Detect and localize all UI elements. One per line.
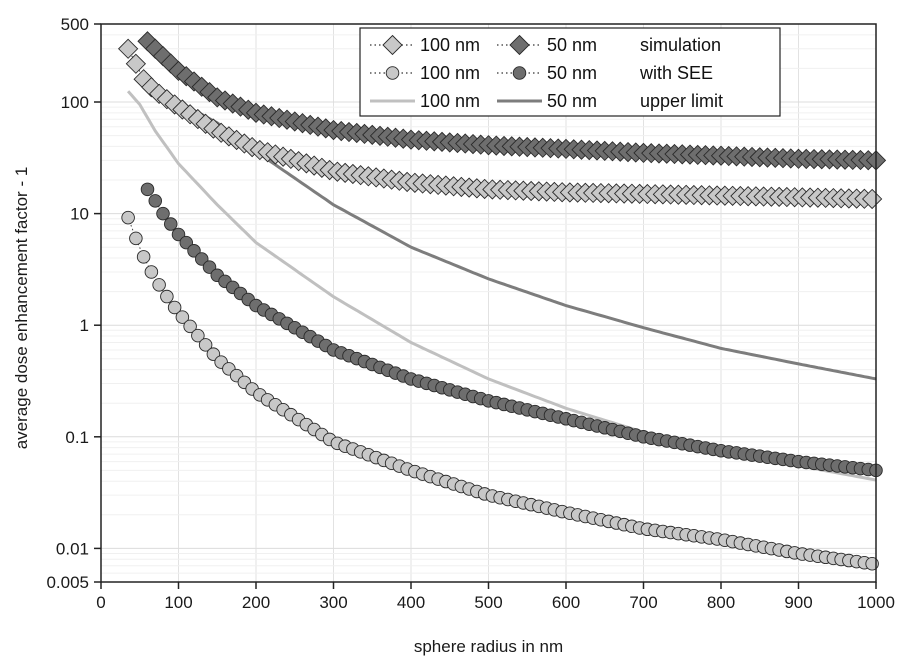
- data-point: [202, 260, 217, 274]
- data-point: [187, 244, 201, 258]
- data-point: [171, 227, 186, 242]
- legend-group-label: upper limit: [640, 91, 723, 111]
- data-point: [121, 210, 135, 225]
- legend-label-100-nm-simulation: 100 nm: [420, 35, 480, 55]
- x-tick-label: 1000: [857, 593, 895, 612]
- data-point: [136, 250, 151, 264]
- legend-group-label: simulation: [640, 35, 721, 55]
- y-tick-label: 0.1: [65, 428, 89, 447]
- data-point: [179, 235, 193, 250]
- series-50-nm-with-see: [140, 182, 883, 478]
- x-tick-label: 0: [96, 593, 105, 612]
- y-tick-label: 10: [70, 205, 89, 224]
- legend-label-50-nm-simulation: 50 nm: [547, 35, 597, 55]
- data-point: [861, 188, 883, 210]
- legend-label-50-nm-with-see: 50 nm: [547, 63, 597, 83]
- x-axis-title: sphere radius in nm: [414, 637, 563, 656]
- legend-label-100-nm-upper-limit: 100 nm: [420, 91, 480, 111]
- legend-box: [359, 27, 781, 117]
- legend-label-50-nm-upper-limit: 50 nm: [547, 91, 597, 111]
- data-point: [175, 310, 190, 324]
- legend-label-100-nm-with-see: 100 nm: [420, 63, 480, 83]
- series-50-nm-simulation: [137, 31, 887, 171]
- data-point: [125, 53, 147, 74]
- data-point: [198, 338, 213, 352]
- data-point: [163, 217, 178, 231]
- x-tick-label: 400: [397, 593, 425, 612]
- series-100-nm-with-see: [121, 210, 879, 571]
- y-tick-label: 1: [80, 316, 89, 335]
- x-tick-label: 900: [784, 593, 812, 612]
- legend: 100 nm 50 nm simulation 100 nm 50 nm with SEE…: [359, 27, 781, 117]
- series-connector-100-nm-with-see: [127, 217, 873, 565]
- x-tick-label: 300: [319, 593, 347, 612]
- data-point: [117, 38, 139, 59]
- data-point: [194, 252, 209, 266]
- x-tick-label: 600: [552, 593, 580, 612]
- axis-ticks: 0 100 200 300 400 500 600 700 800 900 1000 0.005 0.0…: [46, 15, 894, 612]
- data-point: [156, 206, 170, 221]
- data-point: [140, 182, 155, 197]
- data-point: [152, 278, 166, 292]
- legend-marker-50-nm-simulation: [509, 34, 530, 56]
- data-point: [148, 194, 162, 208]
- x-tick-label: 700: [629, 593, 657, 612]
- data-point: [129, 231, 143, 246]
- y-tick-label: 500: [61, 15, 89, 34]
- data-point: [183, 319, 197, 334]
- series-100-nm-simulation: [117, 38, 883, 210]
- x-tick-label: 800: [707, 593, 735, 612]
- y-tick-label: 100: [61, 93, 89, 112]
- data-point: [191, 328, 205, 343]
- x-tick-label: 500: [474, 593, 502, 612]
- data-point: [160, 289, 174, 304]
- series-line-50-nm-upper-limit: [146, 82, 877, 381]
- data-point: [144, 265, 159, 279]
- legend-marker-100-nm-with-see: [385, 66, 400, 80]
- legend-group-label: with SEE: [639, 63, 713, 83]
- series-layer: [117, 31, 887, 571]
- legend-marker-100-nm-simulation: [382, 34, 403, 56]
- y-axis-title: average dose enhancement factor - 1: [12, 167, 31, 450]
- data-point: [167, 300, 182, 315]
- x-tick-label: 100: [164, 593, 192, 612]
- x-tick-label: 200: [242, 593, 270, 612]
- series-50-nm-upper-limit: [146, 82, 877, 381]
- y-tick-label: 0.01: [56, 539, 89, 558]
- y-tick-label: 0.005: [46, 573, 89, 592]
- legend-marker-50-nm-with-see: [512, 66, 527, 80]
